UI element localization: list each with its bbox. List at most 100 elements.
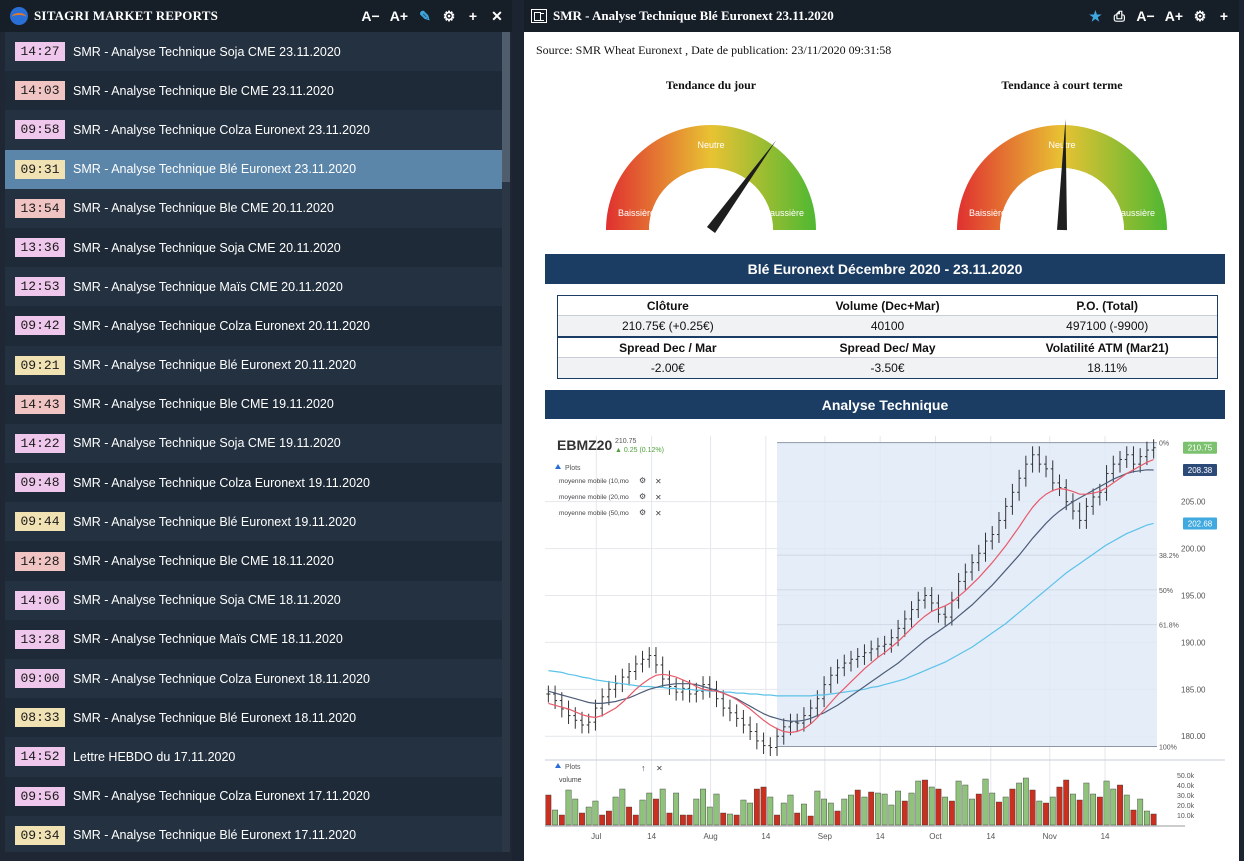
panel-title: SITAGRI MARKET REPORTS xyxy=(34,8,219,23)
price-bar xyxy=(882,635,887,655)
report-title: SMR - Analyse Technique Colza Euronext 2… xyxy=(73,318,370,333)
report-item[interactable]: 14:22 SMR - Analyse Technique Soja CME 19… xyxy=(5,423,502,464)
volume-bar xyxy=(572,798,579,826)
feather-icon[interactable]: ✎ xyxy=(419,7,431,24)
x-tick: 14 xyxy=(1101,832,1110,841)
volume-bar xyxy=(1070,793,1076,826)
gear-icon[interactable]: ⚙ xyxy=(639,508,646,517)
x-tick: 14 xyxy=(876,832,885,841)
price-tick: 180.00 xyxy=(1181,732,1206,741)
arrow-up-icon[interactable]: ↑ xyxy=(641,763,646,773)
ma20-line xyxy=(548,469,1154,722)
gear-icon[interactable]: ⚙ xyxy=(639,476,646,485)
report-item[interactable]: 09:58 SMR - Analyse Technique Colza Euron… xyxy=(5,110,502,150)
plus-icon[interactable]: + xyxy=(468,8,478,24)
price-bar xyxy=(869,640,874,662)
volume-bar xyxy=(774,814,780,826)
volume-bar xyxy=(1130,809,1137,826)
gauge-label-left: Baissière xyxy=(969,208,1006,218)
report-item[interactable]: 09:48 SMR - Analyse Technique Colza Euron… xyxy=(5,463,502,503)
gear-icon[interactable]: ⚙ xyxy=(442,7,456,24)
volume-tick: 10.0k xyxy=(1177,813,1195,820)
report-title: SMR - Analyse Technique Soja CME 20.11.2… xyxy=(73,240,341,255)
price-bar xyxy=(1017,469,1022,501)
close-icon[interactable]: ✕ xyxy=(655,477,662,486)
price-tag-label: 210.75 xyxy=(1188,444,1213,453)
volume-bar xyxy=(1096,796,1103,826)
close-icon[interactable]: ✕ xyxy=(656,764,663,773)
report-item[interactable]: 09:44 SMR - Analyse Technique Blé Euronex… xyxy=(5,502,502,542)
report-item[interactable]: 08:33 SMR - Analyse Technique Blé Euronex… xyxy=(5,698,502,738)
price-bar xyxy=(822,676,827,708)
collapse-arrow-icon[interactable] xyxy=(555,464,561,469)
header-volatility: Volatilité ATM (Mar21) xyxy=(1045,340,1169,355)
font-decrease-icon[interactable]: A− xyxy=(1136,8,1155,24)
plus-icon[interactable]: + xyxy=(1219,8,1229,24)
report-title: SMR - Analyse Technique Blé Euronext 19.… xyxy=(73,514,357,529)
report-title: SMR - Analyse Technique Colza Euronext 1… xyxy=(73,789,370,804)
volume-bar xyxy=(565,789,572,826)
chart-change: ▲ 0.25 (0.12%) xyxy=(615,447,664,454)
legend-item[interactable]: moyenne mobile (10,mo ⚙ ✕ xyxy=(559,476,662,486)
price-bar xyxy=(600,688,605,717)
report-item[interactable]: 09:31 SMR - Analyse Technique Blé Euronex… xyxy=(5,149,502,189)
report-item[interactable]: 14:03 SMR - Analyse Technique Ble CME 23.… xyxy=(5,71,502,111)
report-item[interactable]: 14:27 SMR - Analyse Technique Soja CME 23… xyxy=(5,32,502,72)
fib-label: 100% xyxy=(1159,745,1177,752)
report-title: SMR - Analyse Technique Ble CME 20.11.20… xyxy=(73,201,334,216)
price-bar xyxy=(620,668,625,693)
gear-icon[interactable]: ⚙ xyxy=(639,492,646,501)
price-tag: 210.75 xyxy=(1183,441,1217,454)
volume-bar xyxy=(626,806,632,826)
close-icon[interactable]: ✕ xyxy=(655,493,662,502)
font-increase-icon[interactable]: A+ xyxy=(1164,8,1183,24)
report-item[interactable]: 14:28 SMR - Analyse Technique Ble CME 18.… xyxy=(5,541,502,581)
volume-bar xyxy=(700,788,706,826)
report-time-badge: 09:21 xyxy=(15,355,65,375)
report-item[interactable]: 14:06 SMR - Analyse Technique Soja CME 18… xyxy=(5,580,502,620)
price-bar xyxy=(660,656,665,688)
gauge-needle xyxy=(1057,119,1067,231)
price-bar xyxy=(1050,460,1055,492)
volume-plots-label: Plots xyxy=(565,764,581,771)
print-icon[interactable]: ⎙ xyxy=(1113,7,1125,24)
close-icon[interactable]: ✕ xyxy=(655,509,662,518)
volume-bar xyxy=(868,791,875,826)
star-icon[interactable]: ★ xyxy=(1089,7,1102,24)
legend-item[interactable]: moyenne mobile (50,mo ⚙ ✕ xyxy=(559,508,662,518)
report-item[interactable]: 14:52 Lettre HEBDO du 17.11.2020 xyxy=(5,737,502,777)
font-decrease-icon[interactable]: A− xyxy=(361,8,380,24)
collapse-arrow-icon[interactable] xyxy=(555,763,561,768)
volume-tick: 30.0k xyxy=(1177,793,1195,800)
report-item[interactable]: 09:34 SMR - Analyse Technique Blé Euronex… xyxy=(5,815,502,852)
volume-bar xyxy=(767,796,774,826)
price-bar xyxy=(775,727,780,756)
x-tick: 14 xyxy=(647,832,656,841)
report-title: SMR - Analyse Technique Soja CME 18.11.2… xyxy=(73,593,341,608)
report-item[interactable]: 09:21 SMR - Analyse Technique Blé Euronex… xyxy=(5,345,502,385)
report-item[interactable]: 12:53 SMR - Analyse Technique Maïs CME 20… xyxy=(5,267,502,307)
report-item[interactable]: 09:42 SMR - Analyse Technique Colza Euron… xyxy=(5,306,502,346)
report-time-badge: 14:06 xyxy=(15,590,65,610)
report-item[interactable]: 14:43 SMR - Analyse Technique Ble CME 19.… xyxy=(5,384,502,424)
close-icon[interactable]: ✕ xyxy=(491,7,503,24)
report-title: SMR - Analyse Technique Maïs CME 18.11.2… xyxy=(73,632,343,647)
report-item[interactable]: 09:56 SMR - Analyse Technique Colza Euron… xyxy=(5,776,502,816)
font-increase-icon[interactable]: A+ xyxy=(389,8,408,24)
report-item[interactable]: 13:28 SMR - Analyse Technique Maïs CME 18… xyxy=(5,619,502,659)
report-item[interactable]: 13:36 SMR - Analyse Technique Soja CME 20… xyxy=(5,227,502,268)
report-item[interactable]: 09:00 SMR - Analyse Technique Colza Euron… xyxy=(5,659,502,699)
report-title: SMR - Analyse Technique Blé Euronext 23.… xyxy=(73,162,357,177)
report-detail: SMR - Analyse Technique Blé Euronext 23.… xyxy=(524,0,1239,861)
legend-item[interactable]: moyenne mobile (20,mo ⚙ ✕ xyxy=(559,492,662,502)
report-time-badge: 14:22 xyxy=(15,433,65,453)
report-item[interactable]: 13:54 SMR - Analyse Technique Ble CME 20.… xyxy=(5,188,502,228)
scrollbar-thumb[interactable] xyxy=(502,32,510,182)
scrollbar-track[interactable] xyxy=(502,32,510,852)
volume-bar xyxy=(787,794,794,826)
gear-icon[interactable]: ⚙ xyxy=(1193,7,1207,24)
volume-bar xyxy=(679,814,686,826)
volume-bar xyxy=(727,813,733,826)
technical-chart[interactable]: 0% 38.2% 50% 61.8% 100% 205.00 200.00 195.00 190… xyxy=(545,430,1225,850)
volume-bar xyxy=(612,796,619,826)
